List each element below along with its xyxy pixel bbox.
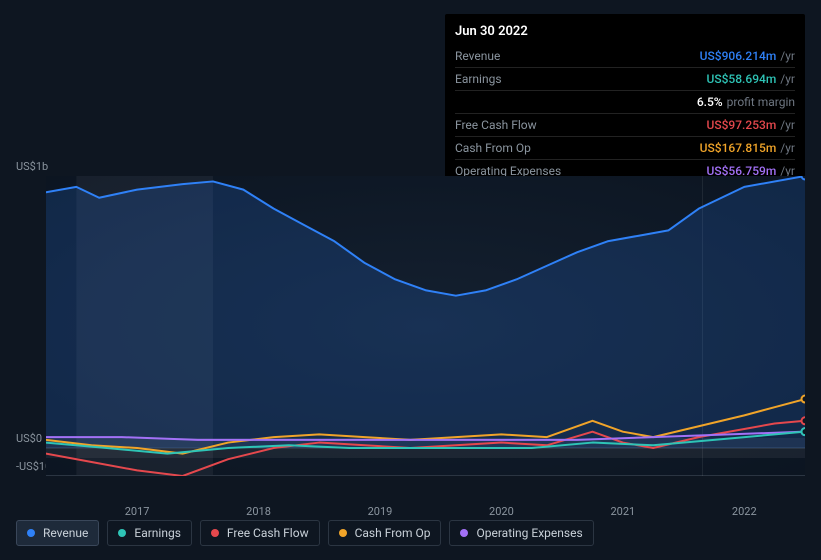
legend-item-revenue[interactable]: Revenue — [16, 520, 99, 546]
legend-label: Operating Expenses — [476, 526, 582, 540]
tooltip-row-unit: profit margin — [727, 94, 795, 110]
x-axis-tick: 2018 — [246, 505, 271, 518]
financials-chart-panel: { "tooltip": { "date": "Jun 30 2022", "r… — [0, 0, 821, 560]
chart-plot[interactable] — [46, 176, 805, 476]
tooltip-row-value: 6.5% — [697, 94, 723, 110]
legend-dot-icon — [118, 529, 126, 537]
tooltip-row-unit: /yr — [780, 140, 795, 156]
x-axis-tick: 2017 — [125, 505, 150, 518]
legend-label: Free Cash Flow — [227, 526, 309, 540]
legend-dot-icon — [211, 529, 219, 537]
legend-item-free-cash-flow[interactable]: Free Cash Flow — [200, 520, 320, 546]
legend-label: Cash From Op — [355, 526, 431, 540]
legend-dot-icon — [460, 529, 468, 537]
tooltip-row-unit: /yr — [780, 48, 795, 64]
tooltip-row-value: US$906.214m — [700, 48, 777, 64]
legend-item-operating-expenses[interactable]: Operating Expenses — [449, 520, 593, 546]
tooltip-row-unit: /yr — [780, 117, 795, 133]
tooltip-row-label: Earnings — [455, 71, 502, 87]
tooltip-row: Earnings US$58.694m/yr — [455, 67, 795, 90]
y-axis-label: US$1b — [16, 160, 48, 173]
legend-dot-icon — [339, 529, 347, 537]
tooltip-row: Free Cash Flow US$97.253m/yr — [455, 113, 795, 136]
legend: Revenue Earnings Free Cash Flow Cash From O… — [16, 520, 594, 546]
tooltip-row-value: US$58.694m — [706, 71, 776, 87]
x-axis-tick: 2021 — [610, 505, 635, 518]
tooltip-row: Cash From Op US$167.815m/yr — [455, 136, 795, 159]
chart-area: US$1bUS$0-US$100m — [16, 160, 805, 490]
tooltip-row-label: Free Cash Flow — [455, 117, 537, 133]
tooltip-row-value: US$97.253m — [706, 117, 776, 133]
tooltip-row-label: Revenue — [455, 48, 500, 64]
y-axis-label: US$0 — [16, 432, 42, 445]
legend-dot-icon — [27, 529, 35, 537]
legend-item-earnings[interactable]: Earnings — [107, 520, 192, 546]
x-axis-tick: 2022 — [732, 505, 757, 518]
legend-label: Earnings — [134, 526, 181, 540]
tooltip-row-unit: /yr — [780, 71, 795, 87]
x-axis-tick: 2019 — [368, 505, 393, 518]
legend-item-cash-from-op[interactable]: Cash From Op — [328, 520, 442, 546]
legend-label: Revenue — [43, 526, 88, 540]
tooltip-row-label: Cash From Op — [455, 140, 531, 156]
tooltip-date: Jun 30 2022 — [455, 20, 795, 45]
x-axis-tick: 2020 — [489, 505, 514, 518]
tooltip-row-value: US$167.815m — [700, 140, 777, 156]
tooltip-row: 6.5%profit margin — [455, 90, 795, 113]
tooltip-row: Revenue US$906.214m/yr — [455, 45, 795, 67]
